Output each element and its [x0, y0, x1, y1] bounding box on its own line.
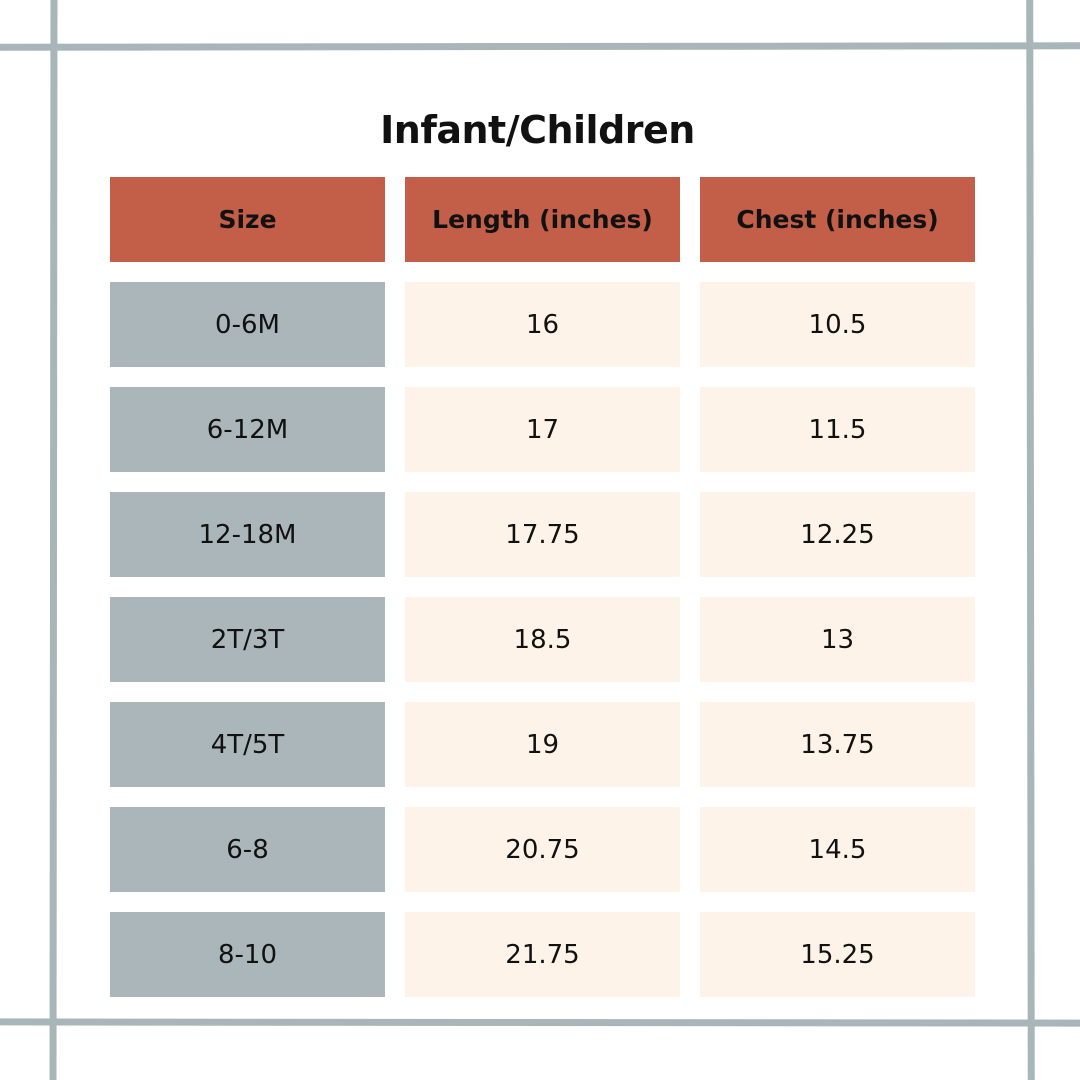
- length-cell: 21.75: [405, 912, 680, 997]
- chest-cell: 11.5: [700, 387, 975, 472]
- length-cell: 17.75: [405, 492, 680, 577]
- chest-cell: 10.5: [700, 282, 975, 367]
- table-row: 2T/3T 18.5 13: [110, 597, 975, 682]
- frame-line-bottom: [0, 1018, 1080, 1027]
- table-row: 4T/5T 19 13.75: [110, 702, 975, 787]
- size-chart-table: Size Length (inches) Chest (inches) 0-6M…: [110, 177, 975, 1017]
- length-cell: 16: [405, 282, 680, 367]
- size-cell: 8-10: [110, 912, 385, 997]
- chest-cell: 12.25: [700, 492, 975, 577]
- table-row: 12-18M 17.75 12.25: [110, 492, 975, 577]
- table-row: 6-12M 17 11.5: [110, 387, 975, 472]
- size-cell: 2T/3T: [110, 597, 385, 682]
- frame-line-left: [49, 0, 58, 1080]
- frame-line-top: [0, 42, 1080, 51]
- frame-line-right: [1026, 0, 1035, 1080]
- table-header-row: Size Length (inches) Chest (inches): [110, 177, 975, 262]
- length-cell: 19: [405, 702, 680, 787]
- size-cell: 6-8: [110, 807, 385, 892]
- length-cell: 17: [405, 387, 680, 472]
- page-title: Infant/Children: [380, 108, 695, 152]
- size-cell: 12-18M: [110, 492, 385, 577]
- length-cell: 18.5: [405, 597, 680, 682]
- header-size: Size: [110, 177, 385, 262]
- size-cell: 0-6M: [110, 282, 385, 367]
- chest-cell: 13: [700, 597, 975, 682]
- length-cell: 20.75: [405, 807, 680, 892]
- size-cell: 4T/5T: [110, 702, 385, 787]
- size-cell: 6-12M: [110, 387, 385, 472]
- chest-cell: 13.75: [700, 702, 975, 787]
- chest-cell: 15.25: [700, 912, 975, 997]
- header-chest: Chest (inches): [700, 177, 975, 262]
- chest-cell: 14.5: [700, 807, 975, 892]
- table-row: 0-6M 16 10.5: [110, 282, 975, 367]
- table-row: 6-8 20.75 14.5: [110, 807, 975, 892]
- table-row: 8-10 21.75 15.25: [110, 912, 975, 997]
- header-length: Length (inches): [405, 177, 680, 262]
